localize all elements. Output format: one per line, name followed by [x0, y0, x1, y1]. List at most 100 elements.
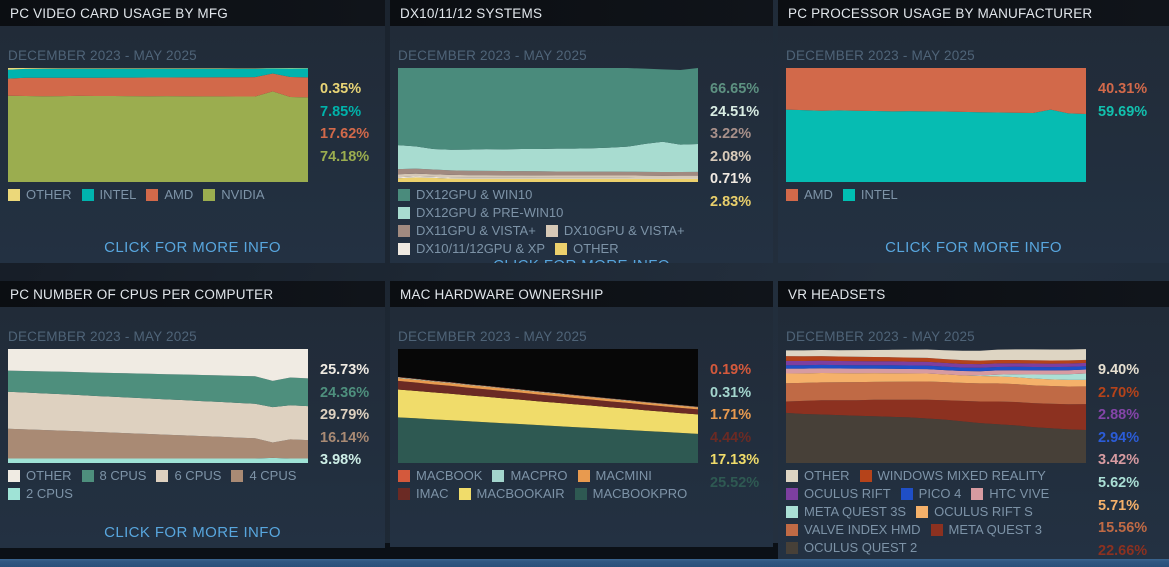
panel-cpus-per-computer: PC NUMBER OF CPUS PER COMPUTER DECEMBER … — [0, 281, 385, 548]
legend-item: HTC VIVE — [971, 485, 1049, 502]
dx-systems-chart[interactable] — [398, 68, 698, 182]
panel-header: VR HEADSETS — [778, 281, 1169, 307]
legend-swatch — [930, 523, 943, 536]
legend-swatch — [398, 224, 410, 237]
legend-swatch — [577, 469, 590, 482]
more-info-link[interactable]: CLICK FOR MORE INFO — [104, 239, 281, 256]
legend-swatch — [231, 469, 244, 482]
legend-swatch — [8, 188, 20, 201]
value-label: 17.62% — [320, 126, 370, 143]
legend-item: MACBOOKPRO — [574, 485, 687, 502]
legend-swatch — [398, 487, 410, 500]
value-label: 2.88% — [1098, 407, 1140, 424]
legend-label: DX12GPU & PRE-WIN10 — [416, 205, 564, 220]
legend-label: DX10/11/12GPU & XP — [416, 241, 546, 256]
series-dx10-11-12gpu-xp — [398, 176, 698, 179]
more-info-link[interactable]: CLICK FOR MORE INFO — [104, 524, 281, 541]
series-other — [786, 349, 1086, 361]
date-range-label: DECEMBER 2023 - MAY 2025 — [8, 48, 197, 63]
legend-label: IMAC — [416, 486, 449, 501]
panel-body: DECEMBER 2023 - MAY 2025 OTHER 8 CPUS 6 CP… — [0, 307, 385, 548]
value-label: 22.66% — [1098, 542, 1148, 559]
date-range-label: DECEMBER 2023 - MAY 2025 — [786, 329, 975, 344]
value-label: 24.51% — [710, 103, 760, 120]
legend-label: DX10GPU & VISTA+ — [563, 223, 685, 238]
legend-swatch — [971, 487, 984, 500]
value-column: 9.40% 2.70% 2.88% 2.94% 3.42% 5.62% 5.71% 15.56… — [1086, 349, 1147, 559]
series-8-cpus — [8, 370, 308, 408]
legend-label: 2 CPUS — [26, 486, 73, 501]
value-label: 0.31% — [710, 384, 752, 401]
legend-item: OTHER — [555, 240, 619, 257]
value-label: 0.71% — [710, 171, 752, 188]
series-2-cpus — [8, 457, 308, 463]
panel-header: PC VIDEO CARD USAGE BY MFG — [0, 0, 385, 26]
more-info-link[interactable]: CLICK FOR MORE INFO — [398, 257, 765, 263]
legend-swatch — [786, 541, 798, 554]
panel-title: PC PROCESSOR USAGE BY MANUFACTURER — [788, 5, 1093, 21]
panel-header: MAC HARDWARE OWNERSHIP — [390, 281, 773, 307]
legend-swatch — [8, 487, 20, 500]
mac-hardware-chart[interactable] — [398, 349, 698, 463]
series-htc-vive — [786, 368, 1086, 376]
panel-body: DECEMBER 2023 - MAY 2025 AMD INTEL 40.31%… — [778, 26, 1169, 263]
legend-swatch — [398, 242, 410, 255]
value-label: 3.42% — [1098, 452, 1140, 469]
legend-swatch — [786, 505, 798, 518]
more-info-link[interactable]: CLICK FOR MORE INFO — [885, 239, 1062, 256]
video-card-usage-chart[interactable] — [8, 68, 308, 182]
legend-item: DX10/11/12GPU & XP — [398, 240, 545, 257]
legend-item: META QUEST 3 — [930, 521, 1042, 538]
series-valve-index-hmd — [786, 381, 1086, 405]
legend-item: INTEL — [842, 186, 898, 203]
legend-item: MACBOOK — [398, 467, 482, 484]
series-nvidia — [8, 91, 308, 182]
date-range-label: DECEMBER 2023 - MAY 2025 — [398, 329, 587, 344]
series-other — [8, 68, 308, 70]
legend-item: AMD — [146, 186, 193, 203]
legend-item: OCULUS RIFT S — [916, 503, 1033, 520]
value-label: 24.36% — [320, 384, 370, 401]
legend-item: OTHER — [8, 186, 72, 203]
legend-swatch — [398, 469, 410, 482]
legend-label: MACMINI — [595, 468, 652, 483]
panel-title: PC VIDEO CARD USAGE BY MFG — [10, 5, 228, 21]
value-label: 9.40% — [1098, 362, 1140, 378]
panel-title: PC NUMBER OF CPUS PER COMPUTER — [10, 286, 274, 302]
value-label: 1.71% — [710, 407, 752, 424]
legend-item: OCULUS RIFT — [786, 485, 891, 502]
legend-item: OTHER — [8, 467, 72, 484]
value-label: 3.22% — [710, 126, 752, 143]
value-label: 2.83% — [710, 193, 752, 210]
legend-item: MACBOOKAIR — [458, 485, 565, 502]
panel-dx-systems: DX10/11/12 SYSTEMS DECEMBER 2023 - MAY 2… — [390, 0, 773, 263]
legend-label: OTHER — [26, 187, 72, 202]
panel-video-card-usage: PC VIDEO CARD USAGE BY MFG DECEMBER 2023… — [0, 0, 385, 263]
vr-headsets-chart[interactable] — [786, 349, 1086, 463]
legend-label: MACBOOKAIR — [476, 486, 565, 501]
legend-swatch — [574, 487, 587, 500]
next-section-edge — [0, 559, 1169, 567]
legend-item: 2 CPUS — [8, 485, 73, 502]
legend-label: OTHER — [804, 468, 850, 483]
value-column: 0.19% 0.31% 1.71% 4.44% 17.13% 25.52% — [698, 349, 759, 502]
series-macbookair — [398, 389, 698, 434]
series-meta-quest-3 — [786, 399, 1086, 430]
legend-label: PICO 4 — [918, 486, 962, 501]
legend-swatch — [555, 242, 568, 255]
series-windows-mixed-reality — [786, 356, 1086, 365]
value-label: 25.73% — [320, 362, 370, 378]
legend-item: 4 CPUS — [231, 467, 296, 484]
processor-usage-chart[interactable] — [786, 68, 1086, 182]
cpus-per-computer-chart[interactable] — [8, 349, 308, 463]
legend-item: OTHER — [786, 467, 850, 484]
legend-label: DX11GPU & VISTA+ — [416, 223, 536, 238]
series-macbook — [398, 377, 698, 408]
legend-label: AMD — [164, 187, 194, 202]
legend-item: META QUEST 3S — [786, 503, 906, 520]
panel-title: MAC HARDWARE OWNERSHIP — [400, 286, 604, 302]
series-meta-quest-3s — [786, 373, 1086, 380]
chart-legend: MACBOOK MACPRO MACMINI IMAC MACBOOKAIR MACBOO… — [398, 467, 698, 502]
chart-legend: OTHER INTEL AMD NVIDIA — [8, 186, 308, 203]
legend-swatch — [203, 188, 216, 201]
